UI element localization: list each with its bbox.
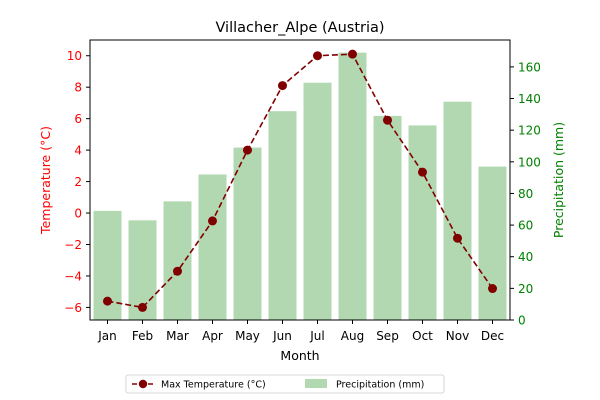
y-left-tick-label: −4 [64,269,82,283]
y-axis-left: −6 −4 −2 0 2 4 6 8 10 [64,49,90,315]
x-tick-label: Sep [376,329,399,343]
legend-temperature-label: Max Temperature (°C) [161,380,266,391]
legend-precipitation-swatch-icon [305,379,327,388]
temperature-point-oct [418,167,427,177]
y-right-tick-label: 80 [518,187,533,201]
y-left-tick-label: 0 [74,207,82,221]
y-left-tick-label: 2 [74,175,82,189]
y-right-tick-label: 40 [518,250,533,264]
y-left-tick-label: 10 [67,49,82,63]
y-right-tick-label: 120 [518,124,541,138]
precipitation-bar-apr [198,174,227,320]
y-axis-right: 0 20 40 60 80 100 120 140 160 [510,60,541,328]
temperature-point-dec [488,284,497,294]
y-left-tick-label: 6 [74,112,82,126]
temperature-point-nov [453,233,462,243]
legend-precipitation-label: Precipitation (mm) [336,380,424,391]
chart-title: Villacher_Alpe (Austria) [215,20,384,36]
legend: Max Temperature (°C) Precipitation (mm) [125,374,445,394]
precipitation-bar-jun [268,111,297,321]
y-axis-right-label: Precipitation (mm) [551,122,566,238]
y-right-tick-label: 140 [518,92,541,106]
temperature-line [103,49,497,312]
x-tick-label: Apr [202,329,223,343]
x-tick-label: Dec [481,329,504,343]
x-tick-label: Oct [412,329,433,343]
precipitation-bars [93,52,507,321]
x-axis: Jan Feb Mar Apr May Jun Jul Aug Sep Oct Nov Dec [97,320,504,343]
temperature-point-jun [278,81,287,91]
x-tick-label: Aug [341,329,364,343]
temperature-point-feb [138,302,147,312]
legend-temperature-marker-icon [138,379,148,389]
precipitation-bar-oct [408,125,437,320]
y-left-tick-label: −2 [64,238,82,252]
x-tick-label: May [235,329,260,343]
y-left-tick-label: 4 [74,144,82,158]
x-tick-label: Mar [166,329,189,343]
y-left-tick-label: 8 [74,81,82,95]
temperature-point-aug [348,49,357,59]
temperature-point-apr [208,216,217,226]
x-tick-label: Jun [272,329,292,343]
x-tick-label: Feb [132,329,153,343]
legend-box [125,374,445,394]
temperature-point-sep [383,115,392,125]
temperature-polyline [107,53,494,309]
temperature-point-jul [313,51,322,61]
temperature-point-may [243,145,252,155]
x-tick-label: Nov [446,329,469,343]
y-right-tick-label: 0 [518,314,526,328]
y-axis-left-label: Temperature (°C) [38,126,53,235]
precipitation-bar-nov [443,101,472,320]
y-right-tick-label: 100 [518,155,541,169]
y-right-tick-label: 160 [518,60,541,74]
y-right-tick-label: 20 [518,282,533,296]
precipitation-bar-jul [303,82,332,321]
precipitation-bar-may [233,147,262,320]
plot-frame [89,39,511,321]
precipitation-bar-sep [373,115,402,320]
temperature-point-jan [103,296,112,306]
y-left-tick-label: −6 [64,301,82,315]
x-tick-label: Jan [97,329,117,343]
precipitation-bar-mar [163,201,192,320]
x-tick-label: Jul [309,329,324,343]
precipitation-bar-aug [338,52,367,321]
x-axis-label: Month [280,348,319,363]
precipitation-bar-dec [478,166,507,320]
temperature-point-mar [173,266,182,276]
y-right-tick-label: 60 [518,219,533,233]
